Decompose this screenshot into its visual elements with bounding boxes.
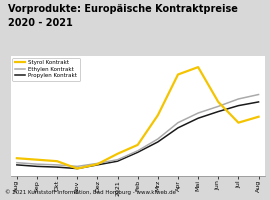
Styrol Kontrakt bbox=[56, 160, 59, 162]
Styrol Kontrakt bbox=[116, 153, 119, 155]
Ethylen Kontrakt bbox=[257, 93, 260, 96]
Ethylen Kontrakt bbox=[116, 159, 119, 161]
Line: Styrol Kontrakt: Styrol Kontrakt bbox=[17, 67, 259, 169]
Ethylen Kontrakt bbox=[156, 138, 160, 140]
Styrol Kontrakt bbox=[237, 121, 240, 124]
Propylen Kontrakt bbox=[96, 164, 99, 166]
Ethylen Kontrakt bbox=[76, 165, 79, 168]
Ethylen Kontrakt bbox=[96, 162, 99, 165]
Ethylen Kontrakt bbox=[217, 105, 220, 108]
Ethylen Kontrakt bbox=[56, 164, 59, 166]
Styrol Kontrakt bbox=[76, 167, 79, 170]
Styrol Kontrakt bbox=[217, 101, 220, 103]
Styrol Kontrakt bbox=[96, 163, 99, 165]
Styrol Kontrakt bbox=[156, 114, 160, 116]
Legend: Styrol Kontrakt, Ethylen Kontrakt, Propylen Kontrakt: Styrol Kontrakt, Ethylen Kontrakt, Propy… bbox=[12, 58, 80, 81]
Propylen Kontrakt bbox=[217, 110, 220, 113]
Propylen Kontrakt bbox=[257, 101, 260, 103]
Line: Propylen Kontrakt: Propylen Kontrakt bbox=[17, 102, 259, 169]
Ethylen Kontrakt bbox=[237, 98, 240, 100]
Ethylen Kontrakt bbox=[136, 150, 139, 152]
Styrol Kontrakt bbox=[257, 116, 260, 118]
Styrol Kontrakt bbox=[176, 73, 180, 76]
Ethylen Kontrakt bbox=[35, 163, 39, 165]
Propylen Kontrakt bbox=[15, 164, 18, 166]
Styrol Kontrakt bbox=[197, 66, 200, 68]
Propylen Kontrakt bbox=[76, 167, 79, 170]
Propylen Kontrakt bbox=[197, 117, 200, 119]
Propylen Kontrakt bbox=[136, 151, 139, 153]
Text: © 2021 Kunststoff Information, Bad Homburg - www.kiweb.de: © 2021 Kunststoff Information, Bad Hombu… bbox=[5, 189, 176, 195]
Styrol Kontrakt bbox=[35, 159, 39, 161]
Styrol Kontrakt bbox=[136, 144, 139, 146]
Propylen Kontrakt bbox=[35, 165, 39, 168]
Propylen Kontrakt bbox=[116, 160, 119, 162]
Propylen Kontrakt bbox=[176, 127, 180, 129]
Propylen Kontrakt bbox=[56, 166, 59, 168]
Text: Vorprodukte: Europäische Kontraktpreise
2020 - 2021: Vorprodukte: Europäische Kontraktpreise … bbox=[8, 4, 238, 28]
Ethylen Kontrakt bbox=[15, 161, 18, 164]
Line: Ethylen Kontrakt: Ethylen Kontrakt bbox=[17, 95, 259, 166]
Styrol Kontrakt bbox=[15, 157, 18, 159]
Propylen Kontrakt bbox=[156, 141, 160, 143]
Ethylen Kontrakt bbox=[176, 121, 180, 124]
Ethylen Kontrakt bbox=[197, 112, 200, 114]
Propylen Kontrakt bbox=[237, 104, 240, 107]
